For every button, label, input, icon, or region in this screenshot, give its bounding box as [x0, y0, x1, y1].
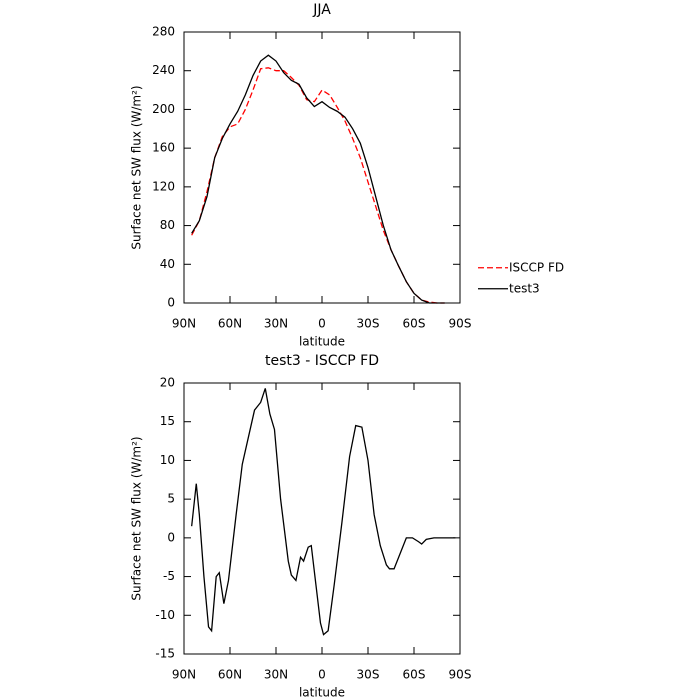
- legend-label: test3: [509, 281, 540, 295]
- y-tick-label: 20: [160, 376, 175, 390]
- y-tick-label: -15: [155, 647, 175, 661]
- chart-title: JJA: [312, 2, 331, 18]
- y-tick-label: 120: [152, 179, 175, 193]
- x-axis-label: latitude: [299, 335, 345, 349]
- x-axis-label: latitude: [299, 686, 345, 700]
- x-tick-label: 30S: [357, 317, 380, 331]
- y-tick-label: 160: [152, 141, 175, 155]
- y-tick-label: -5: [163, 569, 175, 583]
- x-tick-label: 60S: [403, 668, 426, 682]
- y-tick-label: 0: [167, 530, 175, 544]
- x-tick-label: 30N: [264, 317, 288, 331]
- y-tick-label: 80: [160, 218, 175, 232]
- x-tick-label: 90S: [449, 668, 472, 682]
- y-axis-label: Surface net SW flux (W/m²): [130, 85, 144, 249]
- y-tick-label: 40: [160, 257, 175, 271]
- y-tick-label: -10: [155, 608, 175, 622]
- x-tick-label: 60N: [218, 668, 242, 682]
- x-tick-label: 30N: [264, 668, 288, 682]
- x-tick-label: 90N: [172, 317, 196, 331]
- y-tick-label: 0: [167, 296, 175, 310]
- legend-label: ISCCP FD: [509, 260, 564, 274]
- x-tick-label: 60N: [218, 317, 242, 331]
- y-tick-label: 280: [152, 25, 175, 39]
- data-line: [191, 54, 445, 304]
- plot-frame: [183, 31, 461, 304]
- chart-title: test3 - ISCCP FD: [265, 353, 379, 369]
- y-tick-label: 5: [167, 492, 175, 506]
- x-tick-label: 90S: [449, 317, 472, 331]
- y-tick-label: 10: [160, 453, 175, 467]
- x-tick-label: 30S: [357, 668, 380, 682]
- y-tick-label: 15: [160, 414, 175, 428]
- data-line: [191, 67, 445, 304]
- data-line: [191, 388, 456, 636]
- y-tick-label: 200: [152, 102, 175, 116]
- x-tick-label: 0: [318, 668, 326, 682]
- plot-frame: [183, 382, 461, 655]
- x-tick-label: 90N: [172, 668, 196, 682]
- y-axis-label: Surface net SW flux (W/m²): [130, 436, 144, 600]
- x-tick-label: 0: [318, 317, 326, 331]
- y-tick-label: 240: [152, 63, 175, 77]
- x-tick-label: 60S: [403, 317, 426, 331]
